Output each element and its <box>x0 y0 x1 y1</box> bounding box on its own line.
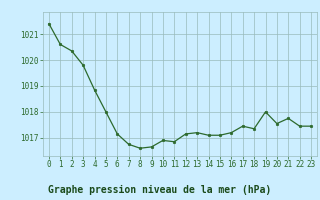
Text: Graphe pression niveau de la mer (hPa): Graphe pression niveau de la mer (hPa) <box>48 185 272 195</box>
